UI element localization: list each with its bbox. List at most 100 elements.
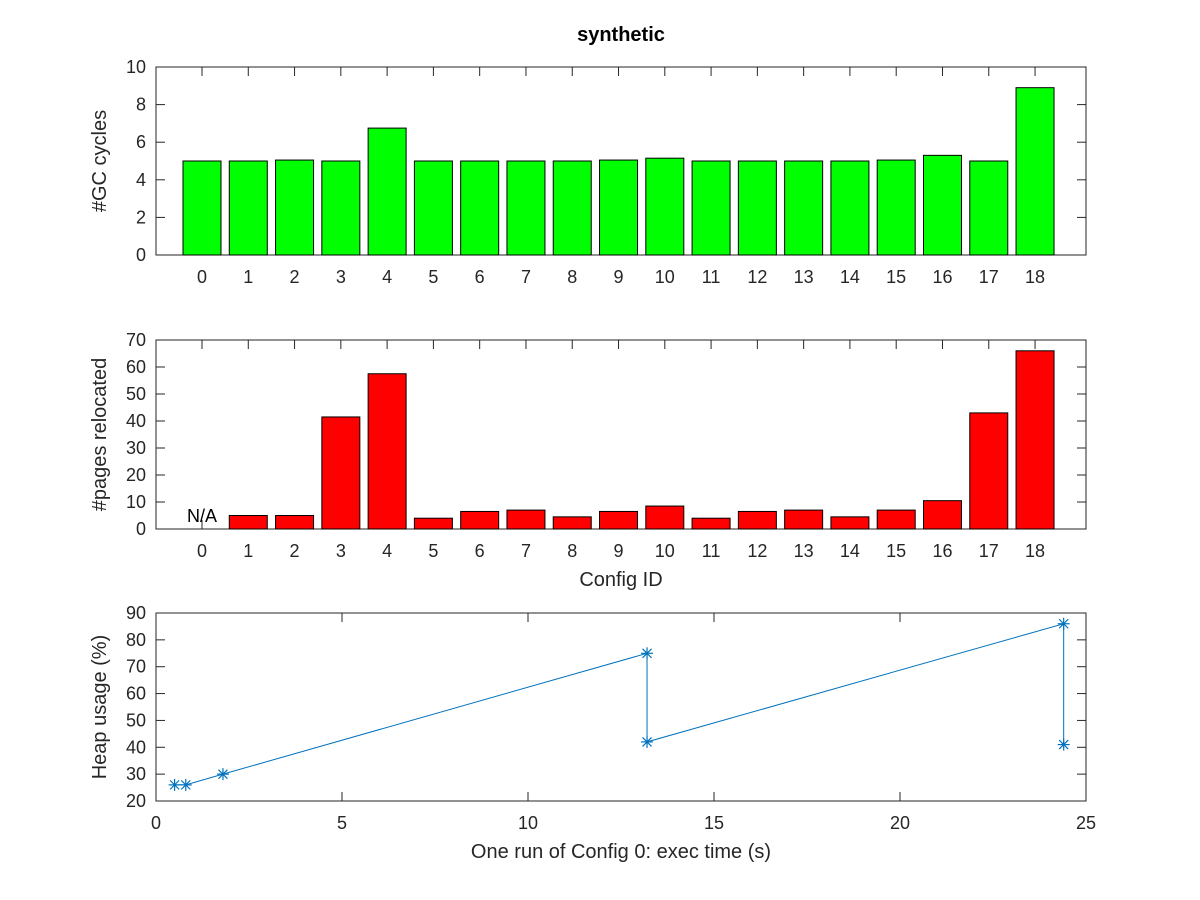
bar-11 [691, 160, 731, 256]
x-axis-label: Config ID [579, 569, 662, 591]
plot-area-1 [155, 339, 1087, 530]
bar-7 [506, 160, 546, 256]
x-tick-label: 18 [1025, 541, 1045, 561]
bar-0 [182, 160, 222, 256]
x-tick-label: 0 [197, 541, 207, 561]
x-tick-label: 14 [840, 541, 860, 561]
y-tick-label: 40 [126, 411, 146, 431]
bar-4 [367, 373, 407, 530]
bar-10 [645, 157, 685, 256]
bar-9 [599, 510, 639, 530]
bar-15 [876, 159, 916, 256]
x-tick-label: 7 [521, 267, 531, 287]
x-tick-label: 10 [655, 541, 675, 561]
bar-17 [969, 412, 1009, 530]
bar-1 [228, 160, 268, 256]
x-tick-label: 20 [890, 813, 910, 833]
data-point-0 [168, 778, 181, 791]
bar-3 [321, 160, 361, 256]
x-tick-label: 8 [567, 541, 577, 561]
x-tick-label: 6 [475, 267, 485, 287]
bar-2 [275, 515, 315, 530]
data-point-4 [641, 735, 654, 748]
x-tick-label: 11 [702, 541, 721, 561]
x-tick-label: 9 [614, 267, 624, 287]
x-tick-label: 0 [151, 813, 161, 833]
y-tick-label: 8 [136, 95, 146, 115]
y-tick-label: 20 [126, 791, 146, 811]
x-tick-label: 16 [932, 267, 952, 287]
y-tick-label: 0 [136, 245, 146, 265]
x-tick-label: 7 [521, 541, 531, 561]
x-tick-label: 4 [382, 267, 392, 287]
x-tick-label: 15 [886, 541, 906, 561]
x-tick-label: 10 [655, 267, 675, 287]
y-tick-label: 60 [126, 684, 146, 704]
na-annotation: N/A [187, 506, 217, 526]
bar-13 [784, 160, 824, 256]
y-tick-label: 20 [126, 465, 146, 485]
bar-12 [737, 160, 777, 256]
y-tick-label: 10 [126, 492, 146, 512]
x-tick-label: 5 [337, 813, 347, 833]
bar-16 [922, 154, 962, 256]
bar-12 [737, 510, 777, 530]
y-axis-label: #pages relocated [89, 358, 111, 511]
x-tick-label: 10 [518, 813, 538, 833]
x-tick-label: 12 [747, 541, 767, 561]
x-tick-label: 14 [840, 267, 860, 287]
bar-5 [413, 160, 453, 256]
x-tick-label: 6 [475, 541, 485, 561]
data-point-5 [1057, 617, 1070, 630]
y-tick-label: 0 [136, 519, 146, 539]
bar-8 [552, 160, 592, 256]
y-tick-label: 50 [126, 710, 146, 730]
y-tick-label: 50 [126, 384, 146, 404]
bar-6 [460, 160, 500, 256]
data-point-6 [1057, 738, 1070, 751]
x-tick-label: 17 [979, 541, 999, 561]
bar-8 [552, 516, 592, 530]
bar-5 [413, 517, 453, 530]
bar-3 [321, 416, 361, 530]
bar-14 [830, 516, 870, 530]
bar-11 [691, 517, 731, 530]
x-tick-label: 15 [704, 813, 724, 833]
bar-17 [969, 160, 1009, 256]
y-tick-label: 70 [126, 657, 146, 677]
bar-18 [1015, 350, 1055, 530]
x-tick-label: 25 [1076, 813, 1096, 833]
bar-16 [922, 500, 962, 530]
x-tick-label: 5 [428, 267, 438, 287]
y-tick-label: 4 [136, 170, 146, 190]
x-tick-label: 13 [794, 267, 814, 287]
x-tick-label: 18 [1025, 267, 1045, 287]
data-point-3 [641, 647, 654, 660]
bar-13 [784, 509, 824, 530]
bar-6 [460, 510, 500, 530]
x-tick-label: 3 [336, 267, 346, 287]
bar-15 [876, 509, 916, 530]
x-tick-label: 15 [886, 267, 906, 287]
y-tick-label: 40 [126, 737, 146, 757]
bar-14 [830, 160, 870, 256]
x-tick-label: 11 [702, 267, 721, 287]
bar-7 [506, 509, 546, 530]
y-tick-label: 10 [126, 57, 146, 77]
plot-area-2 [155, 612, 1087, 802]
x-tick-label: 9 [614, 541, 624, 561]
x-tick-label: 17 [979, 267, 999, 287]
x-tick-label: 16 [932, 541, 952, 561]
x-tick-label: 5 [428, 541, 438, 561]
y-axis-label: #GC cycles [89, 110, 111, 212]
y-tick-label: 70 [126, 330, 146, 350]
y-tick-label: 90 [126, 603, 146, 623]
bar-1 [228, 515, 268, 530]
x-tick-label: 13 [794, 541, 814, 561]
data-point-2 [216, 768, 229, 781]
y-tick-label: 6 [136, 132, 146, 152]
x-tick-label: 1 [243, 541, 253, 561]
